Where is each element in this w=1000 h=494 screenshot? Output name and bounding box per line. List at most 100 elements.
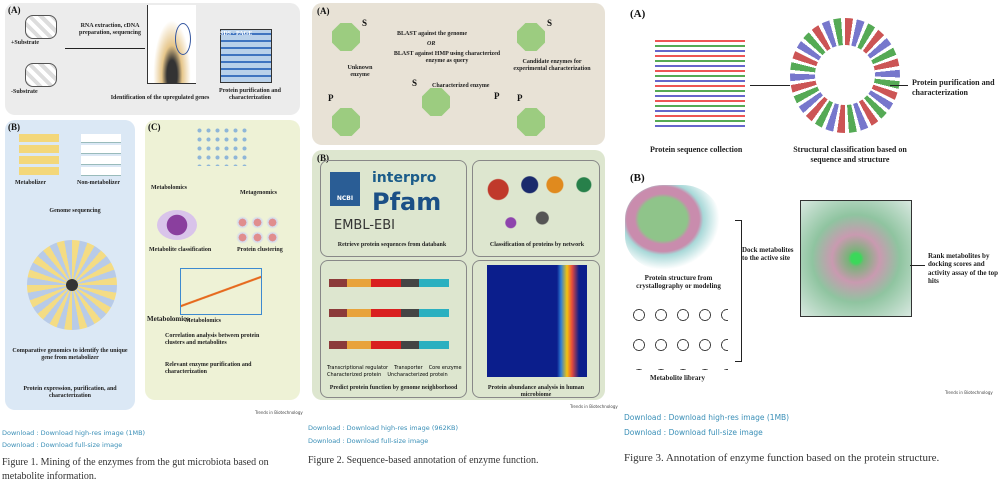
fig1-panel-c: (C) Metabolomics Metagenomics Metabolite…	[145, 120, 300, 400]
download-hires-link[interactable]: Download : Download high-res image (1MB)	[2, 429, 146, 437]
product-label: P	[517, 93, 523, 103]
legend-item: Characterized protein	[327, 372, 382, 378]
axis-label: Metabolomics	[147, 315, 189, 323]
non-metabolizer-cells	[81, 134, 121, 176]
correlation-plot	[180, 268, 262, 315]
enzyme-octagon	[332, 108, 360, 136]
enzyme-octagon	[422, 88, 450, 116]
legend: Transcriptional regulator Transporter Co…	[327, 365, 462, 378]
panel-label: (B)	[317, 153, 329, 163]
product-label: P	[494, 91, 500, 101]
gene-arrows	[329, 309, 449, 317]
label: Genome sequencing	[49, 208, 101, 214]
download-hires-link[interactable]: Download : Download high-res image (1MB)	[624, 413, 790, 422]
panel-label: (A)	[630, 8, 646, 20]
panel-label: (B)	[630, 172, 645, 184]
label: Protein clustering	[237, 247, 283, 253]
label: Unknown enzyme	[347, 65, 373, 79]
product-label: P	[328, 93, 334, 103]
legend-item: Uncharacterized protein	[387, 372, 448, 378]
label: Protein abundance analysis in human micr…	[487, 385, 585, 399]
download-fullsize-link[interactable]: Download : Download full-size image	[2, 441, 123, 449]
gene-arrows	[329, 279, 449, 287]
label: Protein purification and characterizatio…	[219, 88, 281, 102]
label: Metabolizer	[15, 180, 46, 186]
panel-label: (A)	[8, 5, 21, 15]
label: SDS - PAGE	[220, 31, 253, 37]
arrow	[750, 85, 790, 86]
figure-3-caption: Figure 3. Annotation of enzyme function …	[624, 452, 940, 464]
source-credit: Trends in Biotechnology	[570, 404, 618, 409]
label: Candidate enzymes for experimental chara…	[513, 59, 591, 73]
flower-center	[66, 279, 78, 291]
protein-circles	[235, 215, 280, 245]
label: BLAST against HMP using characterized en…	[393, 51, 501, 65]
protein-structure	[625, 185, 720, 270]
substrate-label: S	[547, 18, 553, 28]
fig2-panel-b: (B) NCBI interpro Pfam EMBL-EBI Retrieve…	[312, 150, 605, 400]
label: Protein structure from crystallography o…	[636, 274, 721, 291]
label: -Substrate	[11, 89, 38, 95]
axis-label: Metabolomics	[185, 318, 221, 324]
figure-2-caption: Figure 2. Sequence-based annotation of e…	[308, 455, 539, 466]
enzyme-octagon	[517, 108, 545, 136]
arrow	[910, 265, 925, 266]
bacteria-icon	[25, 63, 57, 87]
substrate-label: S	[412, 78, 418, 88]
metabolite-structures	[628, 300, 728, 370]
label: Protein expression, purification, and ch…	[23, 386, 117, 400]
logo-text: NCBI	[336, 195, 354, 202]
sequence-lines	[655, 40, 745, 130]
sds-page-gel	[220, 29, 272, 83]
metabolizer-cells	[19, 134, 59, 176]
label: Metabolite classification	[149, 247, 212, 253]
label: Rank metabolites by docking scores and a…	[928, 252, 998, 286]
legend-item: Core enzyme	[428, 365, 462, 371]
abundance-box: Protein abundance analysis in human micr…	[472, 260, 600, 398]
gene-arrows	[329, 341, 449, 349]
bacteria-icon	[25, 15, 57, 39]
download-hires-link[interactable]: Download : Download high-res image (962K…	[308, 424, 459, 432]
label: Metabolomics	[151, 185, 187, 191]
label: Comparative genomics to identify the uni…	[12, 348, 128, 362]
substrate-label: S	[362, 18, 368, 28]
fig2-panel-a: (A) S S P P S P BLAST against the genome…	[312, 3, 605, 145]
label: Protein purification and characterizatio…	[912, 78, 995, 97]
highlight-ellipse	[175, 23, 191, 55]
panel-label: (A)	[317, 6, 330, 16]
neighborhood-box: Transcriptional regulator Transporter Co…	[320, 260, 467, 398]
arrow	[65, 48, 145, 49]
source-credit: Trends in Biotechnology	[945, 390, 993, 395]
people-icon	[195, 126, 250, 166]
label: Protein sequence collection	[650, 145, 743, 154]
ncbi-logo: NCBI	[330, 172, 360, 206]
label: Metagenomics	[240, 190, 277, 196]
label: Classification of proteins by network	[489, 242, 585, 248]
arrow	[890, 85, 908, 86]
download-fullsize-link[interactable]: Download : Download full-size image	[308, 437, 429, 445]
docking-view	[800, 200, 912, 317]
source-credit: Trends in Biotechnology	[255, 410, 303, 415]
label: Identification of the upregulated genes	[110, 95, 210, 101]
label: OR	[427, 41, 436, 47]
label: Retrieve protein sequences from databank	[337, 242, 447, 248]
label: Structural classification based on seque…	[793, 145, 907, 164]
panel-label: (C)	[148, 122, 161, 132]
tree-center	[815, 45, 875, 105]
heatmap	[487, 265, 587, 377]
embl-logo: EMBL-EBI	[334, 218, 396, 233]
label: Relevant enzyme purification and charact…	[165, 362, 252, 376]
download-fullsize-link[interactable]: Download : Download full-size image	[624, 428, 763, 437]
network-box	[472, 160, 600, 257]
interpro-logo: interpro	[372, 170, 437, 186]
label: Predict protein function by genome neigh…	[329, 385, 458, 391]
enzyme-octagon	[332, 23, 360, 51]
legend-item: Transporter	[394, 365, 423, 371]
label: Metabolite library	[650, 374, 706, 382]
legend-item: Transcriptional regulator	[327, 365, 389, 371]
bracket	[735, 220, 742, 362]
panel-label: (B)	[8, 122, 20, 132]
fig1-panel-a: (A) +Substrate -Substrate RNA extraction…	[5, 3, 300, 115]
fig1-panel-b: (B) Metabolizer Non-metabolizer Genome s…	[5, 120, 135, 410]
label: BLAST against the genome	[397, 31, 468, 37]
